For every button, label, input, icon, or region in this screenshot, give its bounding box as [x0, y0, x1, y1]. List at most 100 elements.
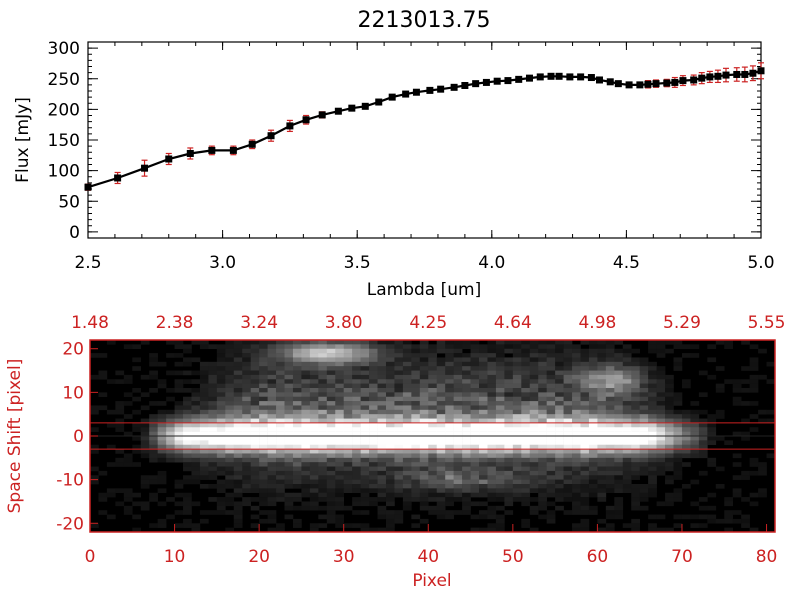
- image-pixel: [436, 440, 446, 446]
- image-pixel: [394, 436, 404, 441]
- image-pixel: [648, 488, 657, 494]
- image-pixel: [732, 431, 742, 437]
- image-pixel: [436, 379, 446, 384]
- image-pixel: [149, 370, 158, 376]
- image-pixel: [631, 444, 640, 450]
- image-pixel: [445, 344, 454, 350]
- image-pixel: [259, 488, 268, 494]
- image-pixel: [487, 348, 497, 354]
- image-pixel: [479, 344, 488, 350]
- image-pixel: [631, 501, 640, 507]
- image-pixel: [504, 497, 514, 502]
- image-pixel: [385, 470, 395, 476]
- image-pixel: [369, 484, 378, 489]
- image-pixel: [301, 388, 311, 393]
- image-pixel: [140, 405, 150, 411]
- image-pixel: [673, 497, 683, 502]
- image-pixel: [284, 514, 294, 520]
- image-pixel: [123, 392, 133, 398]
- data-point: [208, 146, 216, 154]
- image-pixel: [470, 388, 480, 393]
- image-pixel: [276, 357, 285, 363]
- image-pixel: [233, 484, 243, 489]
- data-point: [450, 83, 458, 91]
- image-pixel: [563, 440, 573, 446]
- image-pixel: [301, 457, 311, 463]
- image-pixel: [394, 514, 404, 520]
- image-pixel: [377, 457, 387, 463]
- image-pixel: [115, 379, 125, 384]
- image-pixel: [487, 383, 497, 389]
- image-pixel: [343, 344, 353, 350]
- image-pixel: [707, 431, 717, 437]
- image-pixel: [385, 396, 395, 402]
- image-pixel: [631, 436, 640, 441]
- image-pixel: [521, 431, 531, 437]
- image-pixel: [436, 422, 446, 428]
- image-pixel: [588, 396, 598, 402]
- image-pixel: [580, 348, 590, 354]
- image-pixel: [225, 484, 235, 489]
- image-pixel: [707, 462, 717, 467]
- image-pixel: [166, 457, 175, 463]
- image-pixel: [529, 444, 539, 450]
- image-pixel: [301, 436, 311, 441]
- image-pixel: [292, 484, 302, 489]
- image-pixel: [681, 462, 691, 467]
- image-pixel: [149, 492, 158, 498]
- image-pixel: [309, 470, 319, 476]
- image-pixel: [588, 475, 598, 480]
- image-pixel: [512, 497, 522, 502]
- image-pixel: [487, 366, 497, 371]
- image-pixel: [183, 518, 192, 524]
- image-pixel: [707, 505, 717, 511]
- image-pixel: [335, 449, 345, 454]
- image-pixel: [394, 379, 404, 384]
- image-pixel: [479, 388, 488, 393]
- image-pixel: [436, 466, 446, 472]
- image-pixel: [538, 409, 547, 415]
- image-pixel: [546, 427, 556, 432]
- image-pixel: [250, 344, 260, 350]
- image-pixel: [242, 475, 251, 480]
- image-pixel: [132, 409, 142, 415]
- image-pixel: [191, 440, 201, 446]
- image-pixel: [445, 466, 454, 472]
- image-pixel: [276, 353, 285, 358]
- image-pixel: [580, 370, 590, 376]
- image-pixel: [555, 344, 564, 350]
- image-pixel: [309, 457, 319, 463]
- image-pixel: [352, 488, 361, 494]
- image-pixel: [538, 440, 547, 446]
- image-pixel: [90, 353, 99, 358]
- image-pixel: [233, 453, 243, 459]
- image-pixel: [521, 405, 531, 411]
- image-pixel: [402, 392, 412, 398]
- image-pixel: [191, 457, 201, 463]
- image-pixel: [546, 514, 556, 520]
- image-pixel: [360, 444, 370, 450]
- image-pixel: [639, 470, 649, 476]
- image-pixel: [377, 505, 387, 511]
- image-pixel: [512, 484, 522, 489]
- image-pixel: [715, 414, 725, 419]
- image-pixel: [681, 453, 691, 459]
- image-pixel: [614, 505, 624, 511]
- image-pixel: [166, 431, 175, 437]
- image-pixel: [563, 449, 573, 454]
- image-pixel: [673, 436, 683, 441]
- image-pixel: [453, 479, 463, 485]
- image-pixel: [597, 357, 607, 363]
- image-pixel: [301, 383, 311, 389]
- image-pixel: [648, 431, 657, 437]
- image-pixel: [225, 379, 235, 384]
- image-pixel: [690, 353, 700, 358]
- image-pixel: [199, 340, 209, 345]
- image-pixel: [521, 462, 531, 467]
- image-pixel: [352, 523, 361, 528]
- image-pixel: [588, 422, 598, 428]
- image-pixel: [385, 510, 395, 515]
- image-pixel: [656, 383, 666, 389]
- image-pixel: [276, 401, 285, 406]
- image-pixel: [605, 379, 615, 384]
